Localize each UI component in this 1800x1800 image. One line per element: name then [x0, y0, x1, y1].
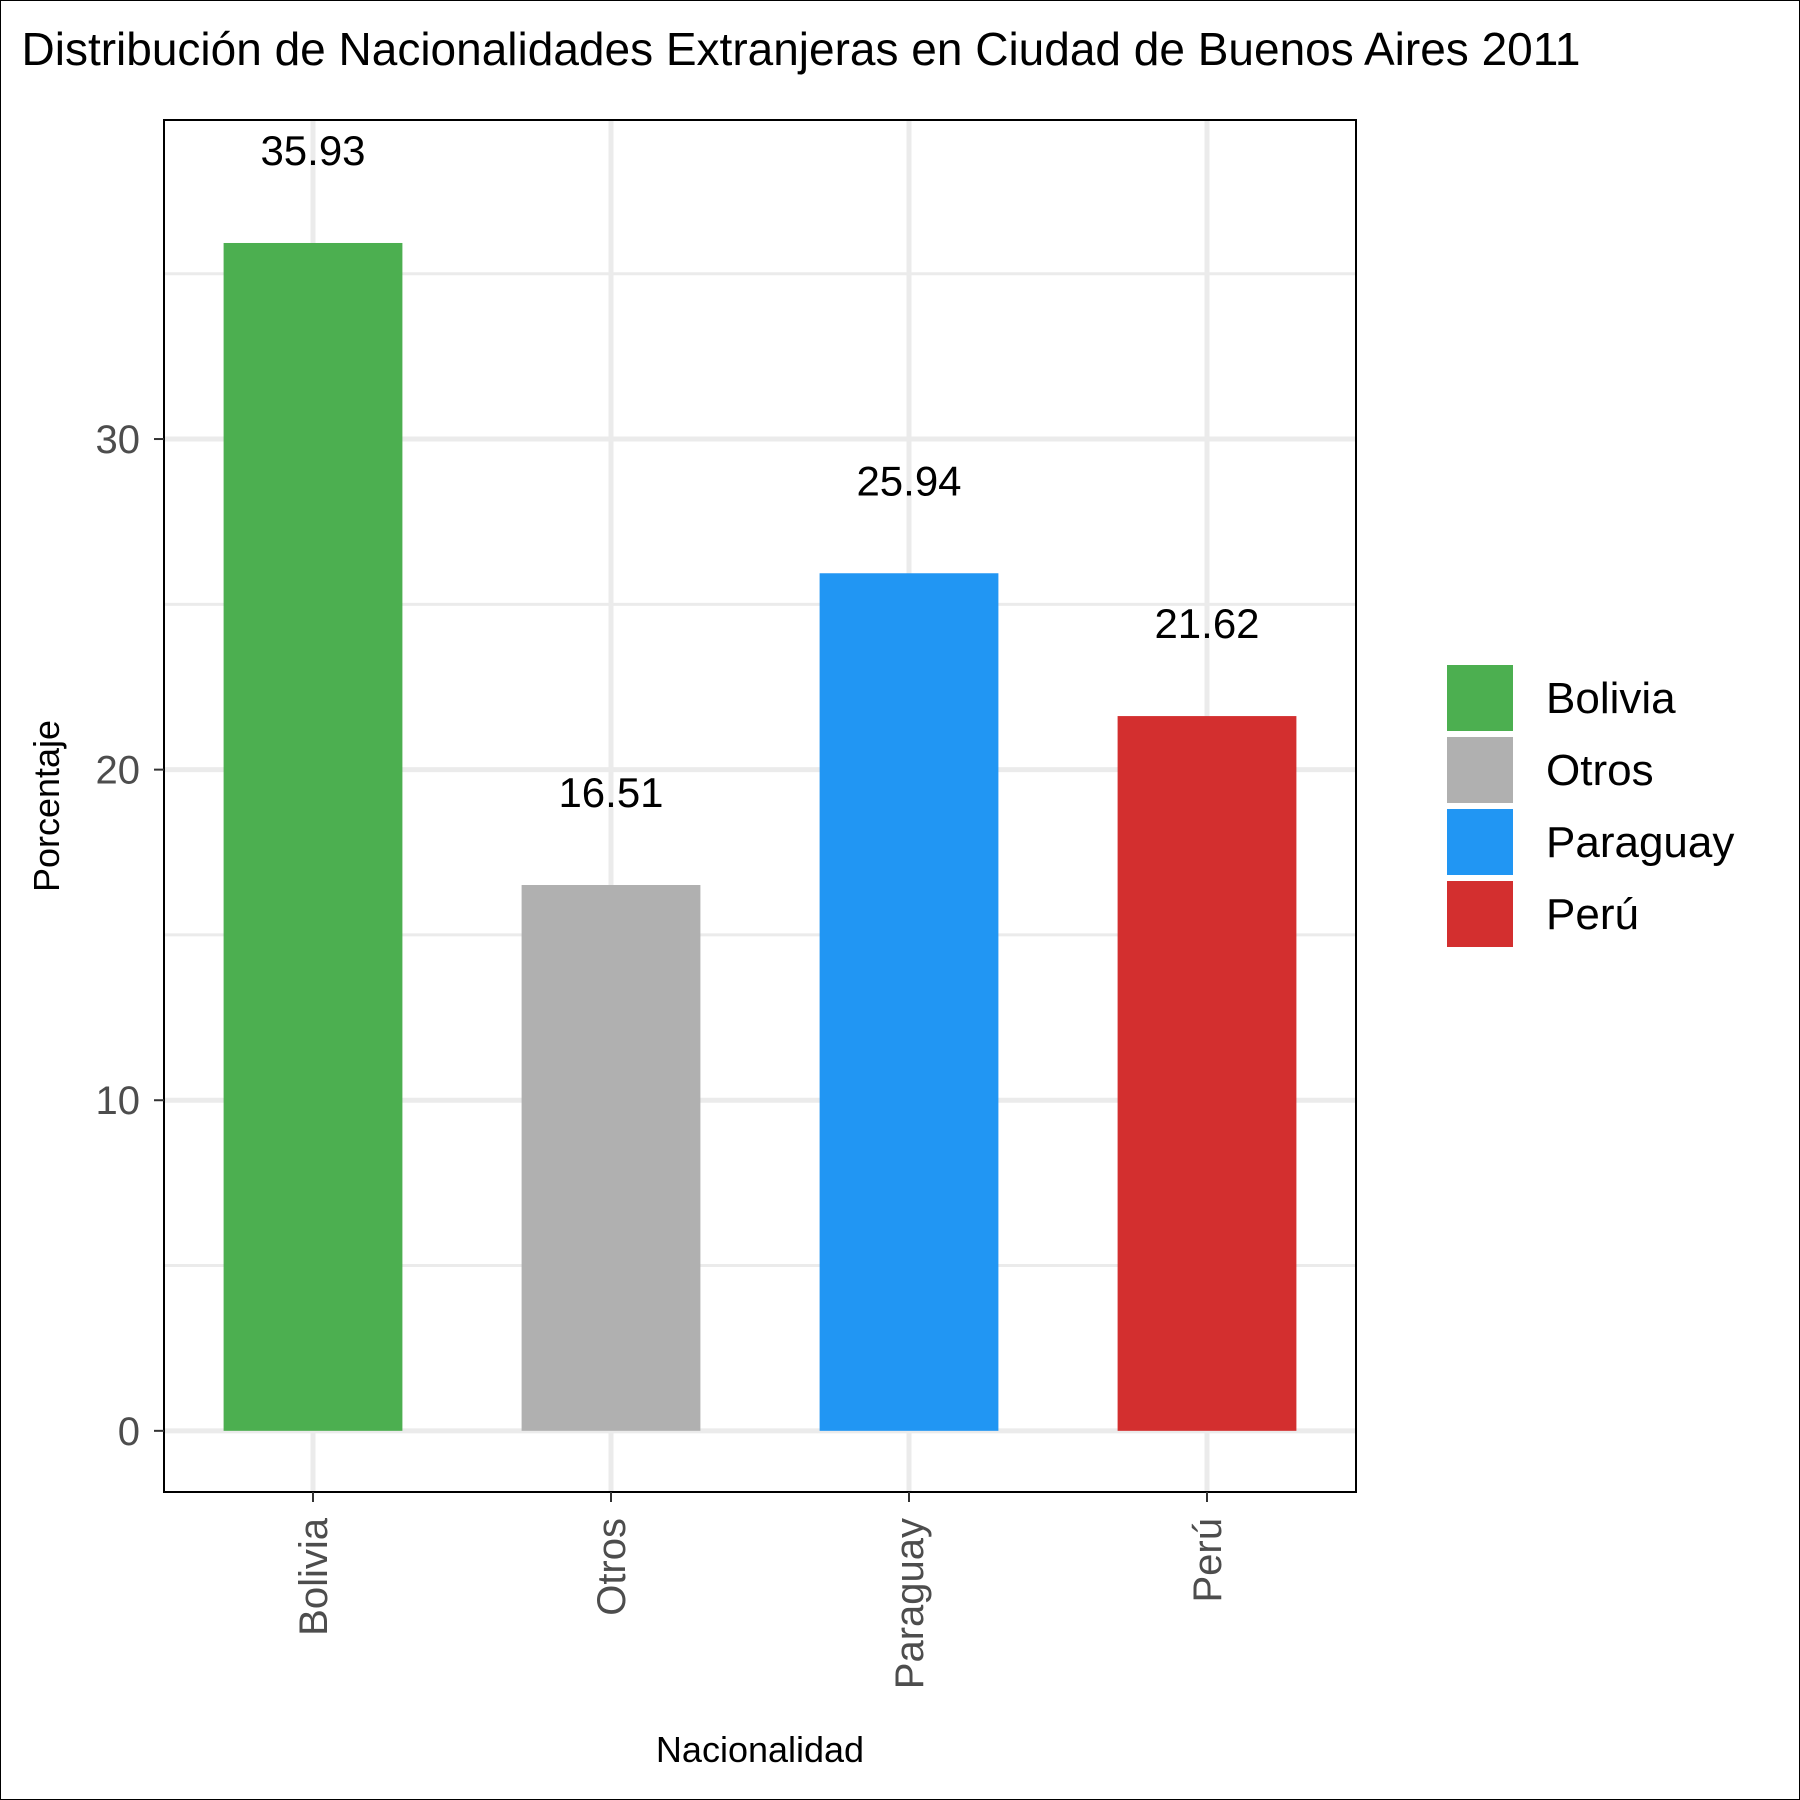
bar-otros [521, 885, 701, 1431]
x-tick-label: Bolivia [292, 1517, 336, 1636]
legend-label: Perú [1546, 890, 1639, 939]
value-label: 25.94 [856, 457, 961, 504]
legend-key-paraguay [1447, 809, 1513, 875]
chart-title: Distribución de Nacionalidades Extranjer… [22, 23, 1581, 75]
y-axis-ticks: 0 10 20 30 [96, 418, 164, 1454]
value-labels: 35.93 16.51 25.94 21.62 [260, 127, 1259, 816]
x-axis-ticks: Bolivia Otros Paraguay Perú [292, 1492, 1230, 1689]
bar-paraguay [819, 573, 999, 1431]
value-label: 21.62 [1154, 600, 1259, 647]
y-axis-title: Porcentaje [26, 720, 67, 892]
y-tick-label: 10 [96, 1079, 141, 1123]
legend-label: Bolivia [1546, 674, 1676, 723]
plot-panel-border [163, 119, 1357, 1493]
legend-label: Paraguay [1546, 818, 1734, 867]
bar-perú [1117, 716, 1297, 1431]
y-tick-label: 30 [96, 418, 141, 462]
x-tick-label: Otros [590, 1518, 634, 1616]
legend-key-perú [1447, 881, 1513, 947]
x-axis-title: Nacionalidad [656, 1729, 864, 1770]
bar-bolivia [223, 242, 403, 1431]
x-tick-label: Paraguay [888, 1518, 932, 1689]
legend-key-otros [1447, 737, 1513, 803]
x-tick-label: Perú [1186, 1518, 1230, 1603]
legend-key-bolivia [1447, 665, 1513, 731]
bars [223, 242, 1297, 1431]
legend-label: Otros [1546, 746, 1654, 795]
y-tick-label: 20 [96, 749, 141, 793]
legend: Bolivia Otros Paraguay Perú [1447, 665, 1734, 947]
value-label: 16.51 [558, 769, 663, 816]
value-label: 35.93 [260, 127, 365, 174]
y-tick-label: 0 [118, 1410, 140, 1454]
